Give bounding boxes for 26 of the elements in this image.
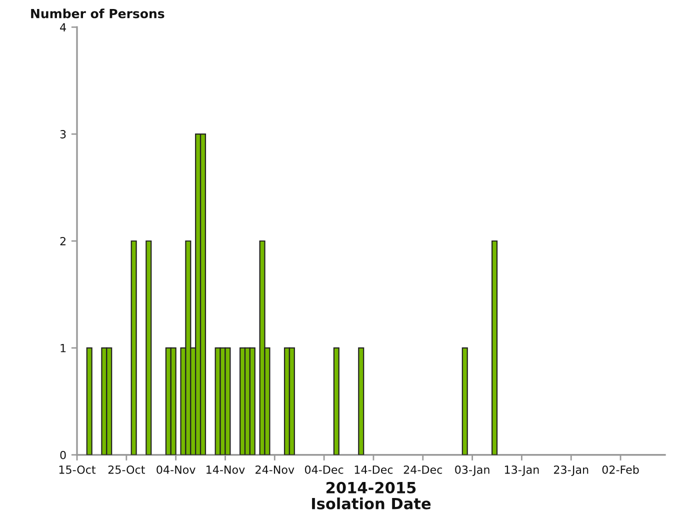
bar	[492, 240, 498, 455]
x-tick-label: 24-Dec	[404, 465, 442, 474]
x-tick-label: 04-Nov	[156, 465, 196, 474]
x-tick-label: 15-Oct	[59, 465, 96, 474]
x-axis-title: 2014-2015 Isolation Date	[312, 482, 431, 510]
x-tick-label: 14-Nov	[206, 466, 245, 474]
bar	[130, 240, 137, 455]
bar	[86, 347, 92, 455]
x-tick-label: 04-Dec	[304, 465, 344, 474]
x-tick-label: 24-Nov	[256, 465, 294, 474]
x-tick-label: 14-Dec	[354, 466, 393, 474]
x-tick-label: 13-Jan	[504, 465, 539, 476]
y-axis-title: Number of Persons	[31, 8, 164, 18]
x-tick-label: 23-Jan	[554, 465, 588, 476]
x-tick-label: 02-Feb	[602, 465, 639, 474]
bar	[358, 347, 364, 455]
y-tick-label: 2	[60, 236, 66, 246]
y-tick-label: 4	[60, 23, 66, 32]
x-tick-label: 03-Jan	[455, 465, 490, 476]
bar	[462, 347, 468, 455]
y-tick-label: 1	[60, 344, 66, 352]
y-tick-label: 0	[60, 450, 66, 460]
y-tick-label: 3	[60, 130, 66, 138]
bar	[333, 347, 340, 455]
x-tick-label: 25-Oct	[108, 465, 145, 474]
bar	[146, 240, 152, 455]
